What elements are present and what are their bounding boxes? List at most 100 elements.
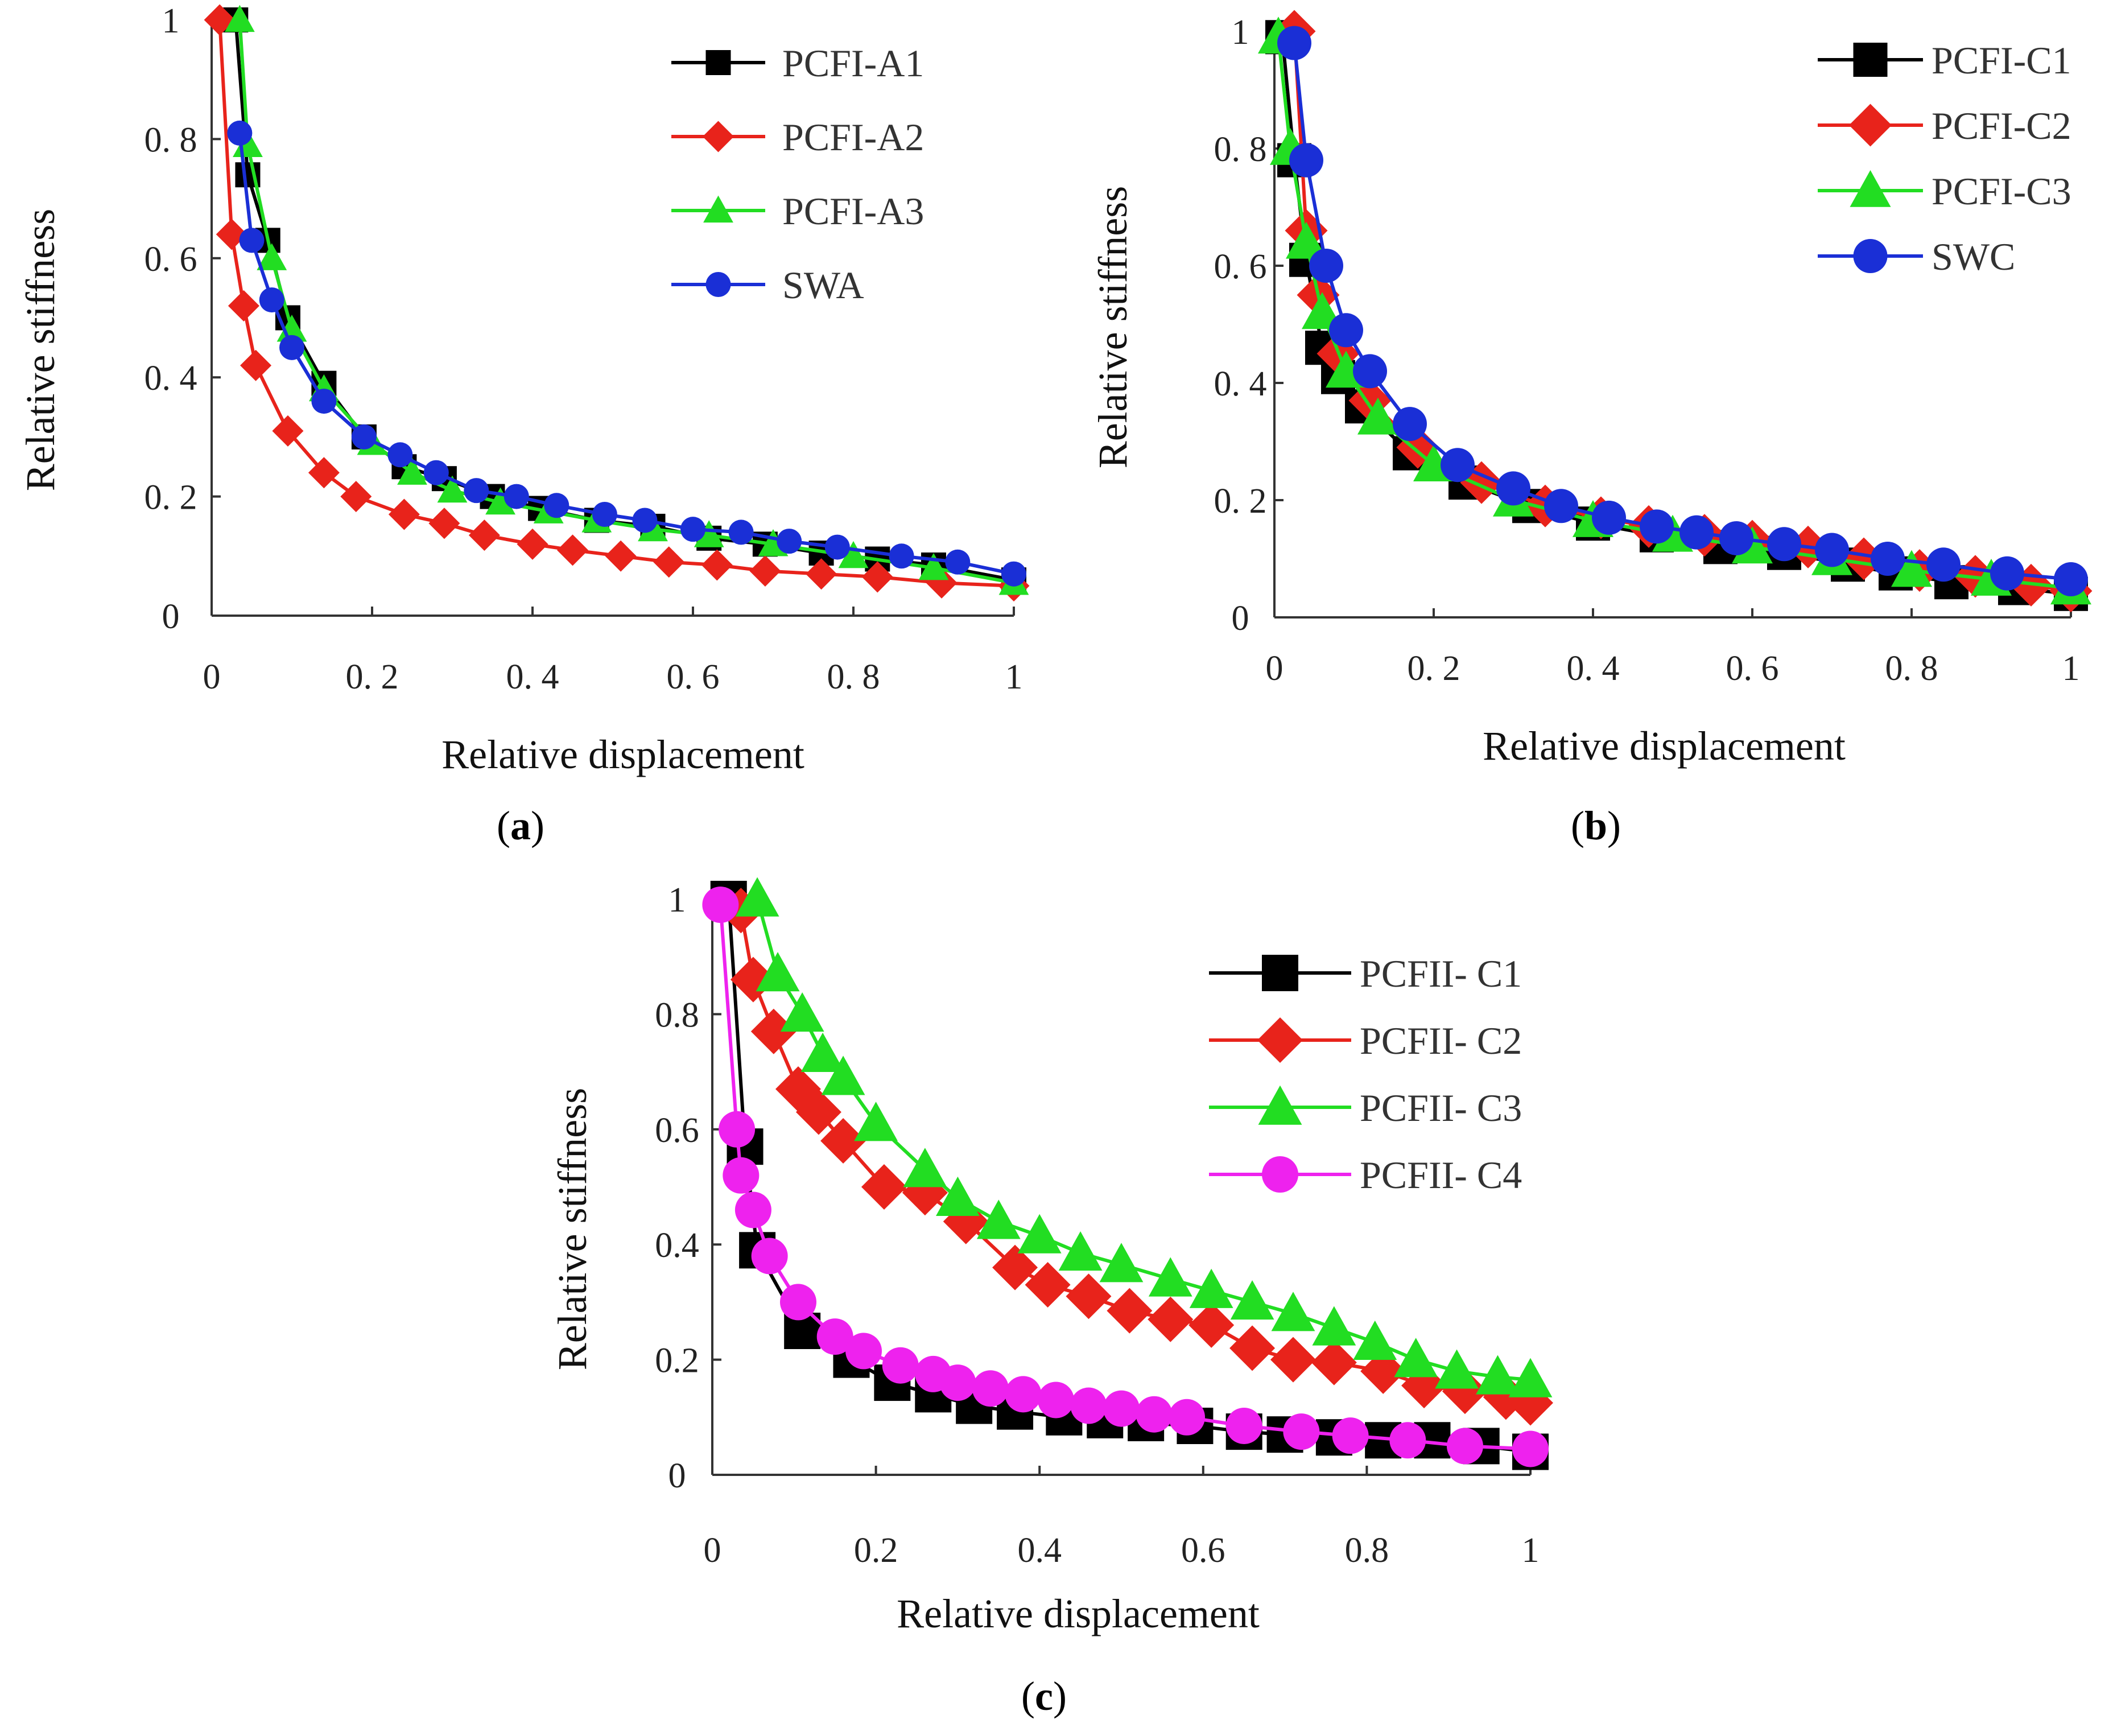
data-point — [485, 487, 515, 515]
legend: PCFI-A1 PCFI-A2 PCFI-A3 SWA — [671, 42, 924, 307]
data-point — [701, 549, 733, 581]
data-point — [1592, 500, 1626, 535]
legend: PCFI-C1 PCFI-C2 PCFI-C3 SWC — [1818, 39, 2071, 278]
data-point — [276, 315, 307, 342]
legend-item: SWA — [671, 263, 864, 307]
data-point — [428, 508, 460, 539]
legend-label: PCFI-C3 — [1932, 170, 2071, 213]
data-point — [504, 484, 529, 509]
legend-item: PCFI-A1 — [671, 42, 924, 85]
data-point — [1353, 1320, 1397, 1360]
data-point — [1393, 407, 1427, 442]
data-point — [1103, 1390, 1140, 1427]
legend-marker — [1850, 170, 1891, 207]
panel-caption: (c) — [1021, 1673, 1067, 1719]
data-point — [1353, 354, 1387, 389]
data-point — [1070, 1387, 1107, 1424]
data-point — [1311, 1339, 1357, 1385]
data-point — [918, 552, 949, 580]
data-point — [632, 508, 658, 533]
legend-item: PCFII- C2 — [1209, 1017, 1522, 1063]
legend-item: PCFII- C4 — [1209, 1153, 1522, 1197]
series-swa — [227, 120, 1026, 587]
data-point — [1357, 397, 1398, 435]
data-point — [939, 1364, 976, 1401]
data-point — [1148, 1257, 1192, 1297]
panel-b: 0 0. 2 0. 4 0. 6 0. 8 1 0 0. 2 0. 4 0. 6 0. 8 1 PC… — [1090, 10, 2093, 848]
y-ticks: 0 0.2 0.4 0.6 0.8 1 — [655, 881, 721, 1495]
data-point — [557, 534, 588, 566]
legend-item: PCFII- C3 — [1209, 1085, 1522, 1129]
data-point — [1286, 221, 1327, 259]
y-ticks: 0 0. 2 0. 4 0. 6 0. 8 1 — [1214, 13, 1284, 638]
data-point — [257, 243, 287, 270]
legend-marker — [705, 272, 731, 297]
y-tick-label: 0 — [668, 1457, 686, 1495]
data-point — [308, 457, 340, 489]
x-tick-label: 0. 2 — [346, 658, 399, 696]
data-point — [1815, 533, 1849, 567]
x-ticks: 0 0.2 0.4 0.6 0.8 1 — [704, 1466, 1540, 1570]
legend-label: SWC — [1932, 235, 2015, 278]
data-point — [694, 520, 724, 547]
y-tick-label: 0. 2 — [1214, 482, 1267, 521]
data-point — [272, 415, 304, 447]
data-point — [945, 549, 971, 575]
data-point — [734, 1191, 771, 1228]
data-point — [1302, 292, 1343, 329]
legend-item: PCFI-C2 — [1818, 104, 2071, 147]
data-point — [854, 1102, 898, 1141]
series-pcfi-a3 — [224, 5, 1029, 595]
y-tick-label: 0. 6 — [1214, 248, 1267, 286]
y-tick-label: 0. 8 — [1214, 130, 1267, 169]
x-tick-label: 0. 4 — [1567, 649, 1620, 688]
series-group — [1258, 10, 2093, 613]
x-tick-label: 0. 8 — [827, 658, 880, 696]
data-point — [1679, 515, 1714, 550]
series-pcfi-a2 — [204, 4, 1030, 602]
legend-marker — [1262, 1156, 1298, 1193]
series-group — [204, 4, 1030, 602]
data-point — [228, 290, 259, 322]
data-point — [723, 1157, 760, 1194]
data-point — [1017, 1214, 1062, 1253]
data-point — [1270, 1337, 1316, 1383]
data-point — [1058, 1231, 1103, 1271]
x-tick-label: 0.4 — [1017, 1531, 1062, 1570]
series-pcfi-c2 — [1273, 10, 2093, 613]
data-point — [1225, 1407, 1262, 1444]
data-point — [735, 877, 779, 917]
x-tick-label: 0 — [1266, 649, 1284, 688]
data-point — [1189, 1268, 1233, 1308]
legend: PCFII- C1 PCFII- C2 PCFII- C3 PCFII- C4 — [1209, 952, 1522, 1197]
data-point — [1329, 313, 1363, 348]
y-tick-label: 0. 8 — [145, 121, 197, 159]
data-point — [1188, 1302, 1235, 1348]
y-tick-label: 0 — [162, 597, 180, 636]
y-tick-label: 0. 4 — [145, 359, 197, 398]
data-point — [1332, 1417, 1369, 1454]
data-point — [517, 528, 548, 560]
y-tick-label: 0 — [1232, 599, 1249, 638]
data-point — [388, 498, 420, 530]
data-point — [1496, 471, 1530, 506]
legend-marker — [1853, 239, 1888, 273]
legend-marker — [1853, 43, 1888, 77]
data-point — [777, 529, 802, 554]
data-point — [1512, 1430, 1549, 1467]
x-tick-label: 0.6 — [1181, 1531, 1225, 1570]
data-point — [749, 555, 781, 587]
data-point — [259, 287, 284, 313]
data-point — [1926, 547, 1961, 582]
data-point — [926, 567, 958, 599]
data-point — [1767, 527, 1801, 562]
data-point — [1169, 1399, 1206, 1436]
legend-label: PCFI-A2 — [782, 116, 924, 159]
y-tick-label: 0.6 — [655, 1111, 699, 1150]
data-point — [845, 1333, 882, 1370]
panel-c: 00.20.40.60.81 0 0.2 0.4 0.6 0.8 1 PCFII- C1P… — [550, 877, 1553, 1719]
data-point — [680, 517, 705, 542]
panel-caption: (a) — [497, 803, 544, 848]
legend-item: PCFI-A2 — [671, 116, 924, 159]
data-point — [824, 534, 850, 560]
